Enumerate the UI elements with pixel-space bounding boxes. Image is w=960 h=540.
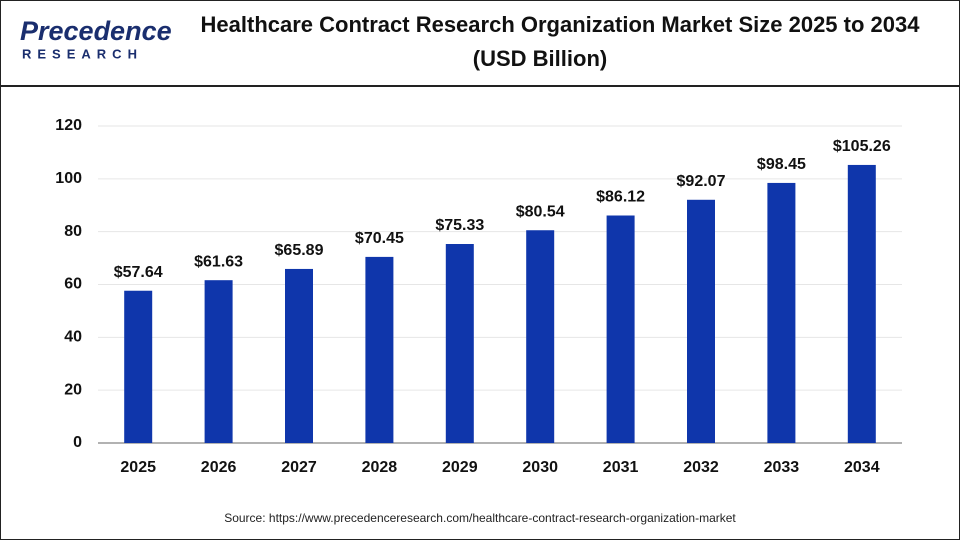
bar — [365, 256, 394, 443]
bar — [847, 164, 876, 443]
bar — [687, 199, 715, 443]
y-tick-label: 60 — [64, 276, 82, 293]
x-tick-label: 2031 — [603, 459, 639, 476]
y-tick-label: 100 — [55, 170, 82, 187]
value-label: $70.45 — [355, 230, 404, 247]
x-tick-label: 2029 — [442, 459, 478, 476]
bar — [204, 280, 233, 443]
x-tick-label: 2030 — [522, 459, 558, 476]
x-tick-label: 2033 — [764, 459, 800, 476]
x-tick-label: 2028 — [362, 459, 398, 476]
bar — [285, 268, 313, 443]
y-tick-label: 20 — [64, 381, 82, 398]
x-tick-label: 2026 — [201, 459, 237, 476]
value-label: $105.26 — [833, 138, 891, 155]
logo-tagline: RESEARCH — [22, 46, 143, 61]
value-label: $65.89 — [275, 242, 324, 259]
chart-subtitle: (USD Billion) — [473, 46, 607, 71]
bar — [606, 215, 635, 443]
bar — [526, 230, 555, 443]
x-tick-label: 2032 — [683, 459, 719, 476]
x-tick-label: 2027 — [281, 459, 317, 476]
y-tick-label: 120 — [55, 117, 82, 134]
logo-name: Precedence — [20, 16, 172, 46]
x-tick-label: 2034 — [844, 459, 880, 476]
y-tick-label: 40 — [64, 329, 82, 346]
value-label: $86.12 — [596, 189, 645, 206]
y-tick-label: 0 — [73, 434, 82, 451]
value-label: $57.64 — [114, 264, 163, 281]
value-label: $98.45 — [757, 156, 806, 173]
source: Source: https://www.precedenceresearch.c… — [224, 511, 736, 525]
value-label: $80.54 — [516, 203, 565, 220]
chart-title: Healthcare Contract Research Organizatio… — [201, 12, 921, 37]
value-label: $92.07 — [677, 173, 726, 190]
bar — [767, 182, 796, 443]
bar — [445, 244, 474, 443]
x-tick-label: 2025 — [120, 459, 156, 476]
value-label: $75.33 — [435, 217, 484, 234]
value-label: $61.63 — [194, 253, 243, 270]
bar — [124, 290, 153, 443]
y-tick-label: 80 — [64, 223, 82, 240]
